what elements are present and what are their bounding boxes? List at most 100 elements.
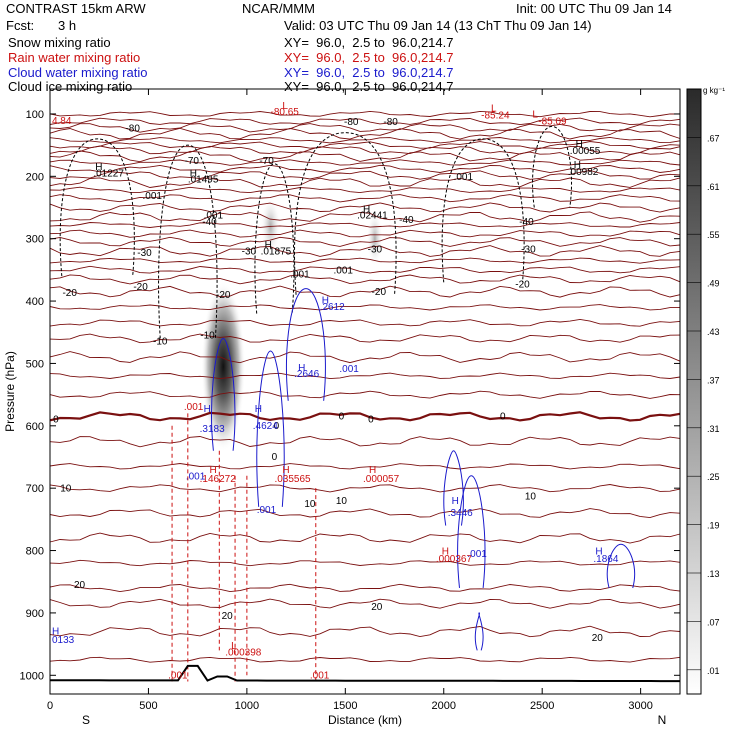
cloud-water-contour — [211, 337, 236, 451]
isotherm-line — [49, 136, 681, 144]
x-tick-label: 500 — [139, 700, 157, 712]
extrema-label: .001 — [168, 670, 188, 681]
y-tick-label: 300 — [26, 234, 44, 246]
contour-label: -30 — [368, 244, 383, 255]
contour-label: 0 — [272, 452, 278, 463]
field-cloudice-xy: XY= 96.0, 2.5 to 96.0,214.7 — [284, 79, 454, 94]
y-axis-label: Pressure (hPa) — [3, 351, 17, 432]
extrema-label: .00982 — [568, 167, 599, 178]
contour-label: -40 — [519, 217, 534, 228]
extrema-label: .2646 — [294, 369, 319, 380]
extrema-label: .000367 — [436, 554, 473, 565]
y-tick-label: 700 — [26, 483, 44, 495]
isotherm-line — [49, 583, 681, 593]
contour-label: 10 — [304, 499, 316, 510]
extrema-label: H — [255, 404, 262, 415]
contour-label: 0 — [339, 412, 345, 423]
extrema-label: H — [452, 496, 459, 507]
x-tick-label: 2000 — [432, 700, 456, 712]
plot-frame — [49, 88, 681, 695]
cloud-ice-contour — [59, 138, 135, 277]
field-snow-xy: XY= 96.0, 2.5 to 96.0,214.7 — [284, 35, 454, 50]
x-end-label-south: S — [82, 713, 90, 727]
colorbar-tick-label: .25 — [707, 472, 720, 482]
isotherm-line — [49, 559, 681, 567]
extrema-label: -85.09 — [538, 117, 567, 128]
y-tick-label: 500 — [26, 358, 44, 370]
extrema-label: L — [532, 110, 538, 121]
isotherm-line — [49, 177, 681, 188]
contour-label: 0 — [53, 415, 59, 426]
x-axis-label: Distance (km) — [328, 713, 402, 727]
valid-time: Valid: 03 UTC Thu 09 Jan 14 (13 ChT Thu … — [284, 18, 592, 33]
colorbar-tick-label: .49 — [707, 279, 720, 289]
extrema-label: .001 — [334, 266, 354, 277]
contour-label: -20 — [62, 288, 77, 299]
extrema-label: .000398 — [225, 647, 262, 658]
colorbar — [686, 88, 702, 695]
contour-label: -70 — [259, 156, 274, 167]
colorbar-tick-label: .13 — [707, 569, 720, 579]
contour-label: -20 — [372, 287, 387, 298]
extrema-label: H — [322, 296, 329, 307]
y-tick-label: 200 — [26, 171, 44, 183]
contour-label: -20 — [133, 282, 148, 293]
extrema-label: .000057 — [363, 474, 400, 485]
cloud-water-contour — [457, 475, 486, 589]
cloud-ice-contour — [294, 132, 397, 295]
isotherm-line — [49, 304, 681, 311]
extrema-label: .4624 — [253, 421, 278, 432]
extrema-label: .01495 — [188, 175, 219, 186]
isotherm-line — [49, 150, 681, 163]
isotherm-line — [49, 351, 681, 364]
y-tick-label: 800 — [26, 546, 44, 558]
extrema-label: L — [491, 103, 497, 114]
isotherm-line — [49, 186, 681, 194]
colorbar-tick-label: .55 — [707, 230, 720, 240]
extrema-label: H — [576, 139, 583, 150]
extrema-label: H — [298, 363, 305, 374]
isotherm-line — [49, 257, 681, 264]
model-title: CONTRAST 15km ARW — [6, 1, 146, 16]
extrema-label: H — [369, 465, 376, 476]
cloud-water-contour — [256, 350, 285, 507]
extrema-label: .146272 — [200, 474, 237, 485]
extrema-label: H — [95, 162, 102, 173]
extrema-label: H — [442, 546, 449, 557]
extrema-label: .001 — [454, 172, 474, 183]
isotherm-line — [49, 236, 681, 247]
y-tick-label: 400 — [26, 296, 44, 308]
isotherm-line — [49, 245, 681, 257]
y-tick-label: 600 — [26, 421, 44, 433]
isotherm-line — [49, 318, 681, 327]
contour-label: -40 — [399, 215, 414, 226]
y-tick-label: 100 — [26, 109, 44, 121]
x-tick-label: 1500 — [333, 700, 357, 712]
extrema-label: .001 — [204, 211, 224, 222]
isotherm-line — [49, 222, 681, 228]
extrema-label: L — [231, 641, 237, 652]
isotherm-line — [49, 164, 681, 174]
contour-label: -40 — [202, 217, 217, 228]
snow-max-shade — [201, 281, 246, 452]
isotherm-line — [49, 532, 681, 544]
contour-label: 10 — [336, 496, 348, 507]
isotherm-line — [49, 170, 681, 180]
extrema-label: .01227 — [93, 168, 124, 179]
x-tick-label: 0 — [47, 700, 53, 712]
isotherm-line — [49, 508, 681, 519]
contour-label: 10 — [60, 483, 72, 494]
isotherm-line — [49, 656, 681, 663]
contour-label: -10 — [200, 330, 215, 341]
isotherm-line — [49, 598, 681, 609]
extrema-label: .00055 — [570, 146, 601, 157]
colorbar-tick-label: .19 — [707, 521, 720, 531]
extrema-label: .001 — [184, 402, 204, 413]
isotherm-line — [49, 117, 681, 126]
extrema-label: H — [265, 240, 272, 251]
fcst-value: 3 h — [58, 18, 77, 33]
colorbar-tick-label: .43 — [707, 327, 720, 337]
cloud-water-contour — [285, 288, 326, 401]
extrema-label: -80.65 — [271, 107, 300, 118]
